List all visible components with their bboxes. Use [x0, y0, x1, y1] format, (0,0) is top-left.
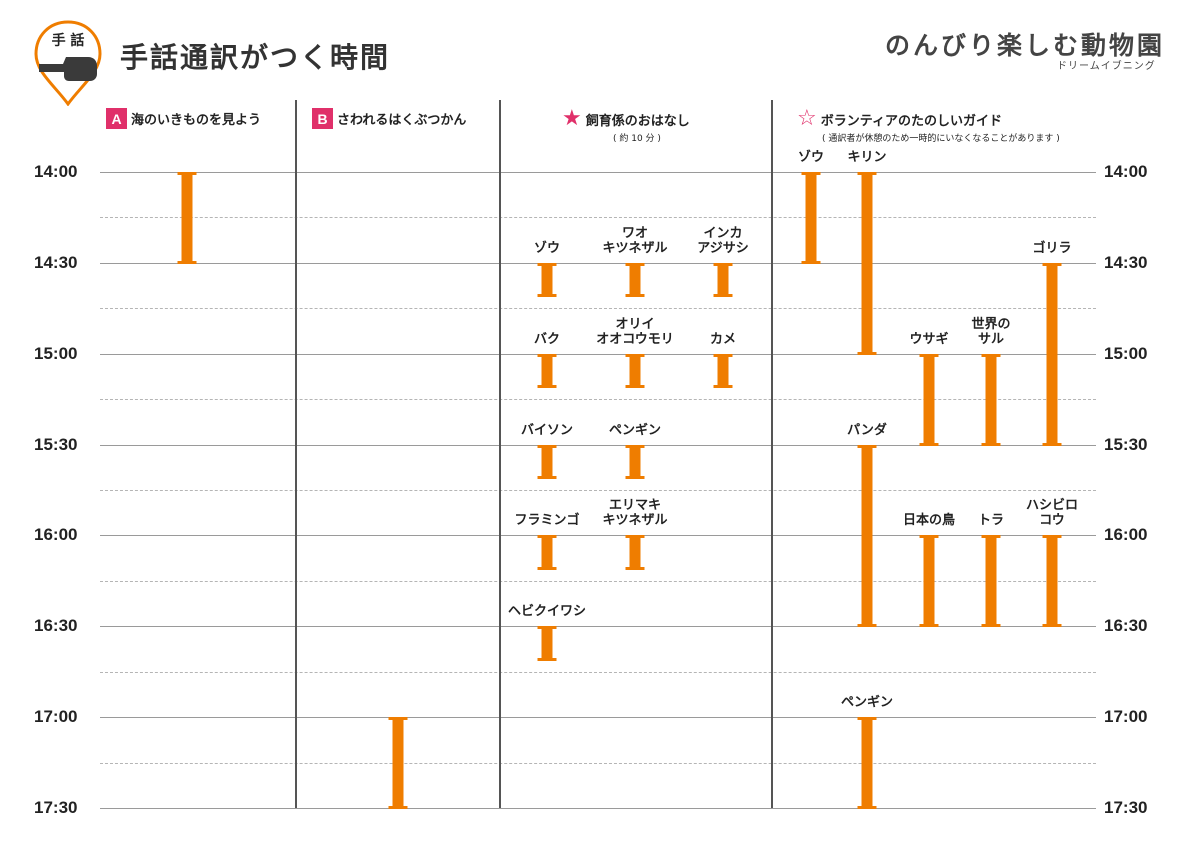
session-bar: [981, 353, 1001, 446]
column-keeper-note: ( 約 10 分 ): [613, 134, 661, 144]
session-bar: [177, 172, 197, 264]
session-bar: [625, 353, 645, 389]
time-label-left: 14:30: [34, 252, 78, 272]
time-label-left: 16:30: [34, 616, 78, 636]
time-label-left: 17:00: [34, 707, 78, 727]
time-label-right: 17:30: [1104, 797, 1148, 817]
time-label-left: 15:00: [34, 343, 78, 363]
session-name: バク: [533, 331, 561, 347]
brand-name: のんびり楽しむ動物園: [885, 31, 1166, 60]
outline-star-icon: ☆: [797, 106, 817, 131]
filled-star-icon: ★: [562, 106, 582, 131]
column-guide-label: ボランティアのたのしいガイド: [820, 113, 1002, 129]
column-divider: [771, 100, 773, 808]
session-name: オリイ オオコウモリ: [596, 316, 674, 347]
column-divider: [295, 100, 297, 808]
session-bar: [713, 353, 733, 389]
time-gridline: [100, 262, 1096, 264]
session-bar: [388, 717, 408, 809]
time-label-left: 14:00: [34, 162, 78, 181]
time-label-right: 16:30: [1104, 616, 1148, 636]
column-a-label: 海のいきものを見よう: [131, 113, 262, 128]
session-bar: [857, 444, 877, 628]
session-bar: [537, 626, 557, 661]
badge-b: B: [312, 108, 333, 129]
session-name: トラ: [977, 513, 1005, 529]
session-name: バイソン: [520, 422, 574, 438]
time-label-right: 14:30: [1104, 252, 1148, 272]
time-label-right: 15:00: [1104, 343, 1148, 363]
session-name: ペンギン: [608, 422, 662, 438]
badge-a: A: [106, 108, 127, 129]
session-name: ハシビロ コウ: [1025, 498, 1079, 529]
time-gridline: [100, 717, 1096, 719]
session-bar: [537, 444, 557, 480]
quarter-gridline: [100, 580, 1096, 582]
quarter-gridline: [100, 308, 1096, 310]
quarter-gridline: [100, 671, 1096, 673]
session-name: ヘビクイワシ: [507, 604, 587, 620]
page-title: 手話通訳がつく時間: [120, 41, 391, 74]
time-label-right: 15:30: [1104, 434, 1148, 454]
session-name: ゾウ: [533, 240, 561, 256]
session-name: 日本の鳥: [902, 513, 956, 529]
session-name: ゴリラ: [1032, 240, 1072, 256]
time-gridline: [100, 444, 1096, 446]
time-label-left: 15:30: [34, 434, 78, 454]
quarter-gridline: [100, 399, 1096, 401]
time-label-left: 17:30: [34, 797, 78, 817]
session-name: フラミンゴ: [514, 513, 580, 529]
session-bar: [801, 172, 821, 264]
column-a-header: A 海のいきものを見よう: [106, 108, 261, 129]
quarter-gridline: [100, 762, 1096, 764]
column-keeper-header: ★ 飼育係のおはなし: [562, 106, 690, 131]
column-divider: [499, 100, 501, 808]
session-bar: [1042, 535, 1062, 628]
session-bar: [625, 262, 645, 298]
session-name: ワオ キツネザル: [602, 225, 668, 256]
time-label-right: 16:00: [1104, 525, 1148, 545]
column-guide-header: ☆ ボランティアのたのしいガイド: [797, 106, 1002, 131]
session-name: キリン: [847, 150, 887, 165]
time-label-right: 17:00: [1104, 707, 1148, 727]
session-bar: [625, 535, 645, 571]
session-name: ペンギン: [840, 695, 894, 711]
time-label-right: 14:00: [1104, 162, 1148, 181]
session-name: カメ: [709, 331, 737, 347]
session-name: ゾウ: [797, 150, 825, 165]
time-gridline: [100, 535, 1096, 537]
column-keeper-label: 飼育係のおはなし: [585, 113, 690, 129]
quarter-gridline: [100, 217, 1096, 219]
session-name: ウサギ: [909, 331, 949, 347]
session-name: エリマキ キツネザル: [602, 498, 668, 529]
session-bar: [981, 535, 1001, 628]
sign-language-logo: 手 話: [33, 20, 103, 107]
time-gridline: [100, 626, 1096, 628]
quarter-gridline: [100, 489, 1096, 491]
session-bar: [919, 535, 939, 628]
session-bar: [537, 262, 557, 298]
column-b-header: B さわれるはくぶつかん: [312, 108, 466, 129]
time-gridline: [100, 807, 1096, 809]
event-name: ドリームイブニング: [1057, 61, 1156, 72]
session-name: パンダ: [847, 422, 887, 438]
logo-label: 手 話: [51, 33, 85, 49]
time-gridline: [100, 353, 1096, 355]
session-name: 世界の サル: [971, 316, 1011, 347]
session-bar: [919, 353, 939, 446]
time-label-left: 16:00: [34, 525, 78, 545]
column-guide-note: ( 通訳者が休憩のため一時的にいなくなることがあります ): [822, 134, 1060, 144]
session-bar: [857, 172, 877, 355]
pointing-hand-icon: [39, 57, 97, 81]
column-b-label: さわれるはくぶつかん: [337, 113, 467, 128]
session-bar: [537, 535, 557, 571]
session-bar: [537, 353, 557, 389]
session-name: インカ アジサシ: [697, 225, 749, 256]
time-gridline: [100, 172, 1096, 173]
session-bar: [857, 717, 877, 809]
session-bar: [1042, 262, 1062, 446]
session-bar: [625, 444, 645, 480]
session-bar: [713, 262, 733, 298]
